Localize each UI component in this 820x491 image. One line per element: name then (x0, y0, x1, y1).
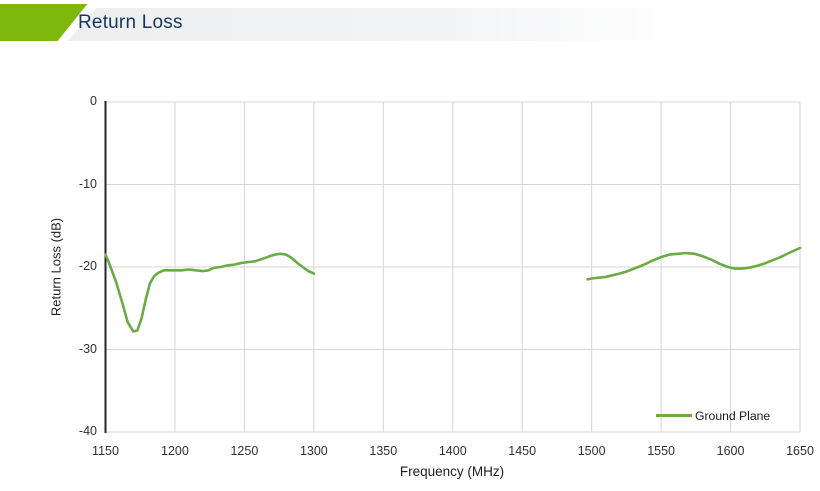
x-tick-label: 1500 (577, 444, 606, 458)
x-tick-label: 1400 (438, 444, 467, 458)
x-tick-label: 1600 (716, 444, 745, 458)
legend-line-swatch (656, 414, 692, 417)
x-tick-label: 1200 (161, 444, 189, 458)
legend-label: Ground Plane (695, 408, 771, 423)
x-tick-label: 1150 (92, 444, 119, 458)
y-tick-label: -10 (78, 176, 97, 191)
x-tick-label: 1450 (508, 444, 537, 458)
x-tick-label: 1650 (786, 444, 814, 458)
y-tick-label: -40 (78, 424, 97, 438)
ground-plane-curve (104, 252, 316, 333)
y-tick-label: -30 (78, 341, 97, 356)
y-tick-label: -20 (78, 259, 97, 273)
x-axis-title: Frequency (MHz) (399, 464, 505, 479)
page-title: Return Loss (78, 12, 183, 33)
ground-plane-curve (586, 246, 802, 281)
x-tick-label: 1550 (647, 444, 675, 458)
x-tick-label: 1350 (369, 444, 398, 458)
header-banner (68, 8, 744, 41)
y-tick-label: 0 (90, 94, 97, 108)
legend: Ground Plane (656, 407, 770, 424)
x-tick-label: 1300 (299, 444, 328, 458)
x-tick-label: 1250 (230, 444, 259, 458)
